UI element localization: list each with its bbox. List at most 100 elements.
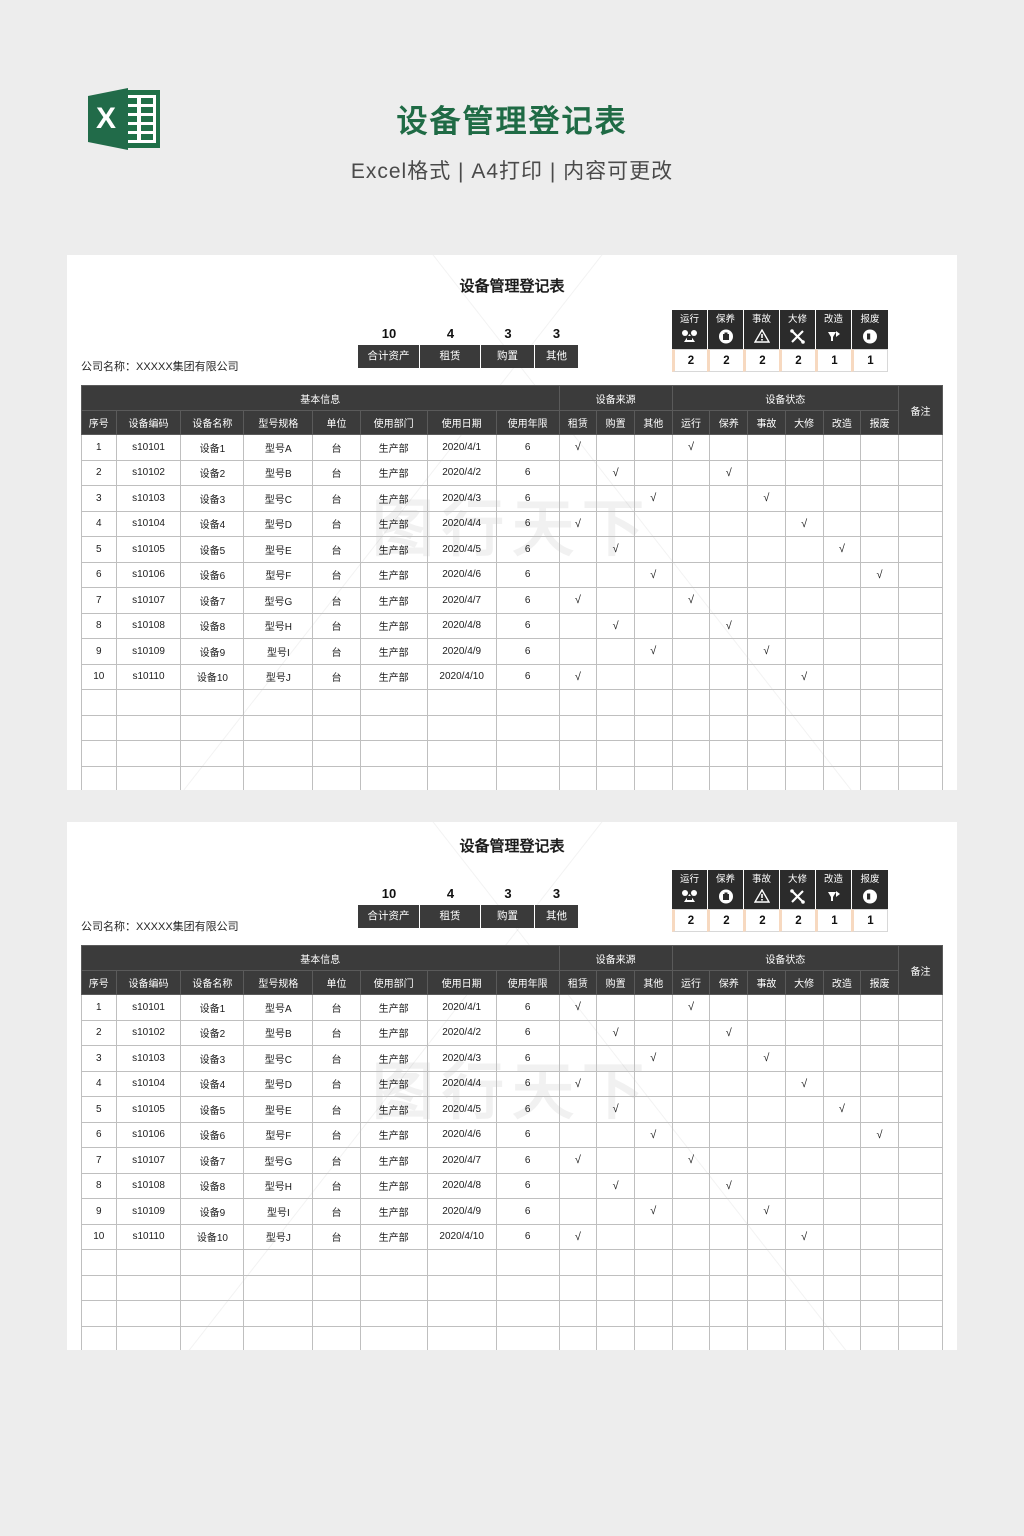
cell-source-租赁[interactable] xyxy=(558,1121,598,1148)
cell-source-租赁[interactable] xyxy=(558,638,598,665)
cell-empty[interactable] xyxy=(81,765,117,790)
cell-empty[interactable] xyxy=(784,1325,824,1350)
status-badge-maintenance[interactable]: 保养 2 xyxy=(707,870,744,932)
cell-empty[interactable] xyxy=(81,689,117,716)
cell-status-改造[interactable] xyxy=(822,1223,862,1250)
cell-empty[interactable] xyxy=(180,765,245,790)
cell-model[interactable]: 型号A xyxy=(243,434,314,461)
table-row[interactable]: 4 s10104 设备4 型号D 台生产部 2020/4/4 6 √ √ xyxy=(81,1070,944,1097)
cell-empty[interactable] xyxy=(822,1325,862,1350)
cell-dept[interactable]: 生产部 xyxy=(359,587,428,614)
cell-empty[interactable] xyxy=(633,1300,673,1327)
cell-source-购置[interactable] xyxy=(596,434,635,461)
cell-remark[interactable] xyxy=(897,587,944,614)
cell-status-报废[interactable] xyxy=(860,994,899,1021)
cell-code[interactable]: s10101 xyxy=(115,434,182,461)
cell-empty[interactable] xyxy=(495,714,560,741)
cell-status-大修[interactable] xyxy=(784,994,824,1021)
cell-empty[interactable] xyxy=(115,1300,182,1327)
cell-status-报废[interactable]: √ xyxy=(860,1121,899,1148)
cell-source-其他[interactable]: √ xyxy=(633,1198,673,1225)
cell-status-运行[interactable] xyxy=(671,1172,711,1199)
cell-empty[interactable] xyxy=(359,765,428,790)
cell-source-购置[interactable]: √ xyxy=(596,1096,635,1123)
cell-source-其他[interactable]: √ xyxy=(633,1121,673,1148)
cell-status-大修[interactable]: √ xyxy=(784,1223,824,1250)
cell-status-报废[interactable] xyxy=(860,485,899,512)
cell-model[interactable]: 型号B xyxy=(243,1019,314,1046)
cell-date[interactable]: 2020/4/6 xyxy=(426,561,497,588)
table-row[interactable]: 5 s10105 设备5 型号E 台生产部 2020/4/5 6 √ √ xyxy=(81,1096,944,1123)
cell-life[interactable]: 6 xyxy=(495,1198,560,1225)
table-row[interactable]: 7 s10107 设备7 型号G 台生产部 2020/4/7 6 √ √ xyxy=(81,1147,944,1174)
table-row-empty[interactable] xyxy=(81,740,944,767)
cell-empty[interactable] xyxy=(596,714,635,741)
cell-source-租赁[interactable] xyxy=(558,1096,598,1123)
cell-source-购置[interactable] xyxy=(596,485,635,512)
cell-code[interactable]: s10108 xyxy=(115,612,182,639)
cell-status-保养[interactable] xyxy=(709,1147,749,1174)
cell-source-其他[interactable] xyxy=(633,1223,673,1250)
cell-index[interactable]: 2 xyxy=(81,459,117,486)
cell-life[interactable]: 6 xyxy=(495,638,560,665)
cell-date[interactable]: 2020/4/2 xyxy=(426,1019,497,1046)
summary-tile[interactable]: 3 其他 xyxy=(535,323,578,368)
cell-name[interactable]: 设备8 xyxy=(180,612,245,639)
cell-status-事故[interactable] xyxy=(747,434,786,461)
cell-life[interactable]: 6 xyxy=(495,561,560,588)
cell-source-租赁[interactable]: √ xyxy=(558,1070,598,1097)
cell-status-事故[interactable] xyxy=(747,510,786,537)
cell-source-租赁[interactable] xyxy=(558,1045,598,1072)
cell-name[interactable]: 设备2 xyxy=(180,459,245,486)
cell-source-购置[interactable]: √ xyxy=(596,612,635,639)
cell-unit[interactable]: 台 xyxy=(312,1223,361,1250)
cell-status-事故[interactable] xyxy=(747,1019,786,1046)
cell-remark[interactable] xyxy=(897,612,944,639)
cell-unit[interactable]: 台 xyxy=(312,638,361,665)
cell-date[interactable]: 2020/4/2 xyxy=(426,459,497,486)
cell-empty[interactable] xyxy=(180,714,245,741)
cell-dept[interactable]: 生产部 xyxy=(359,1198,428,1225)
cell-model[interactable]: 型号J xyxy=(243,1223,314,1250)
table-row[interactable]: 6 s10106 设备6 型号F 台生产部 2020/4/6 6 √ √ xyxy=(81,561,944,588)
table-row-empty[interactable] xyxy=(81,714,944,741)
cell-index[interactable]: 1 xyxy=(81,994,117,1021)
cell-life[interactable]: 6 xyxy=(495,536,560,563)
cell-source-租赁[interactable]: √ xyxy=(558,663,598,690)
cell-index[interactable]: 1 xyxy=(81,434,117,461)
cell-index[interactable]: 5 xyxy=(81,536,117,563)
cell-name[interactable]: 设备2 xyxy=(180,1019,245,1046)
cell-date[interactable]: 2020/4/1 xyxy=(426,994,497,1021)
cell-status-运行[interactable]: √ xyxy=(671,994,711,1021)
cell-name[interactable]: 设备9 xyxy=(180,638,245,665)
cell-empty[interactable] xyxy=(897,1325,944,1350)
cell-status-大修[interactable] xyxy=(784,612,824,639)
cell-empty[interactable] xyxy=(784,765,824,790)
cell-empty[interactable] xyxy=(115,714,182,741)
cell-status-报废[interactable] xyxy=(860,510,899,537)
cell-unit[interactable]: 台 xyxy=(312,663,361,690)
cell-empty[interactable] xyxy=(312,1325,361,1350)
cell-empty[interactable] xyxy=(426,714,497,741)
cell-status-运行[interactable] xyxy=(671,1223,711,1250)
cell-status-报废[interactable] xyxy=(860,434,899,461)
cell-status-保养[interactable] xyxy=(709,994,749,1021)
cell-empty[interactable] xyxy=(671,765,711,790)
cell-source-购置[interactable] xyxy=(596,561,635,588)
table-row[interactable]: 5 s10105 设备5 型号E 台生产部 2020/4/5 6 √ √ xyxy=(81,536,944,563)
cell-status-报废[interactable] xyxy=(860,612,899,639)
cell-life[interactable]: 6 xyxy=(495,1121,560,1148)
cell-status-事故[interactable] xyxy=(747,663,786,690)
cell-remark[interactable] xyxy=(897,1045,944,1072)
cell-unit[interactable]: 台 xyxy=(312,536,361,563)
summary-tile[interactable]: 3 购置 xyxy=(481,323,535,368)
cell-empty[interactable] xyxy=(747,740,786,767)
cell-status-报废[interactable] xyxy=(860,587,899,614)
cell-dept[interactable]: 生产部 xyxy=(359,1223,428,1250)
cell-source-租赁[interactable] xyxy=(558,459,598,486)
cell-empty[interactable] xyxy=(633,1249,673,1276)
cell-source-其他[interactable] xyxy=(633,994,673,1021)
cell-unit[interactable]: 台 xyxy=(312,1045,361,1072)
cell-status-报废[interactable] xyxy=(860,1096,899,1123)
cell-source-购置[interactable] xyxy=(596,1223,635,1250)
